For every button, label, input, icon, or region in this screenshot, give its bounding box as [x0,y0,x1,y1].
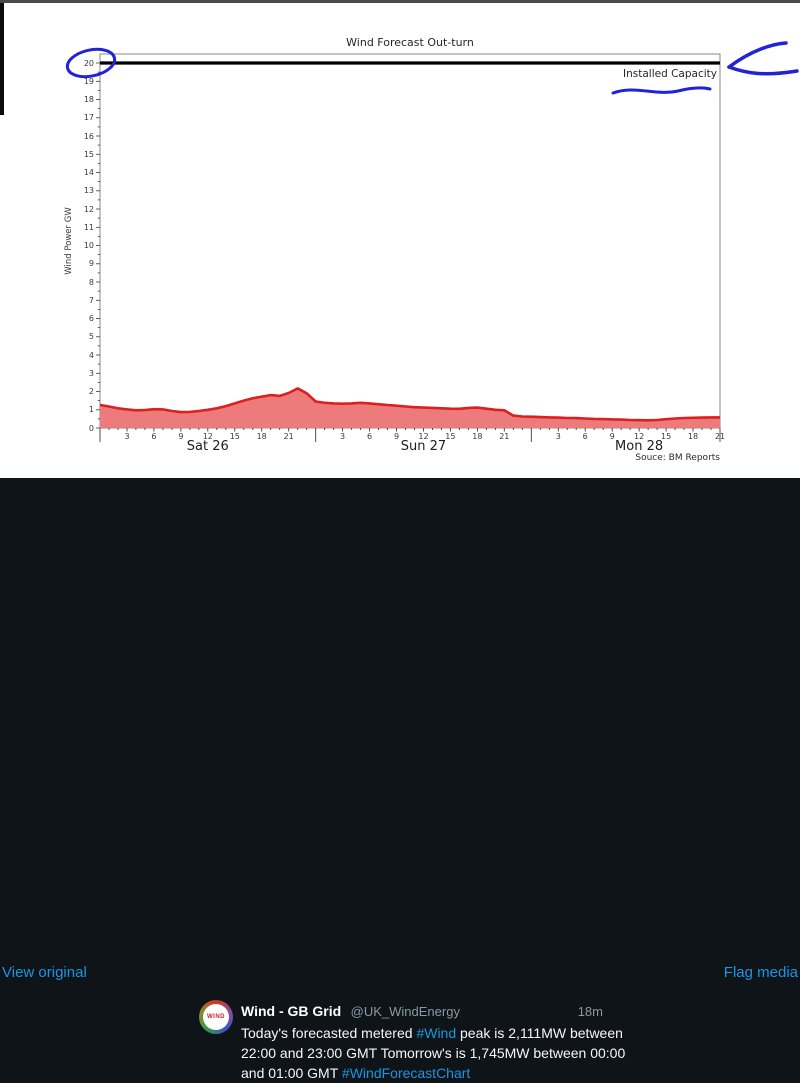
hashtag-link[interactable]: #Wind [416,1025,457,1041]
avatar-wind-logo: WIND [203,1004,229,1030]
y-axis-tick-label: 9 [88,259,94,269]
y-axis-tick-label: 20 [83,58,94,68]
x-axis-tick-label: 18 [687,432,699,441]
hashtag-link[interactable]: #WindForecastChart [341,1065,471,1081]
day-label: Mon 28 [615,439,664,454]
arrow-annotation-lower [727,65,799,76]
arrow-annotation-upper [727,41,788,69]
tweet-timestamp: 18m [577,1004,603,1019]
wind-area-fill [100,388,720,428]
underline-annotation [611,86,712,95]
tweet-text-segment: and 01:00 GMT [241,1065,342,1081]
tweet-text-line: Today's forecasted metered #Wind peak is… [241,1023,623,1043]
tweet-text-segment: Today's forecasted metered [241,1025,417,1041]
x-axis-tick-label: 3 [124,432,130,441]
x-axis-tick-label: 21 [283,432,294,441]
y-axis-tick-label: 16 [83,131,94,141]
x-axis-tick-label: 12 [634,432,645,441]
y-axis-tick-label: 18 [83,95,94,104]
x-axis-tick-label: 6 [582,432,588,441]
tweet-display-name[interactable]: Wind - GB Grid [241,1003,342,1019]
y-axis-tick-label: 10 [83,241,94,250]
x-axis-tick-label: 9 [178,432,184,441]
window-top-edge [0,0,800,3]
flag-media-link[interactable]: Flag media [723,964,798,981]
tweet[interactable]: Wind - GB Grid @UK_WindEnergy 18m Today'… [241,1002,625,1083]
y-axis-tick-label: 8 [88,277,94,287]
x-axis-tick-label: 21 [499,432,510,441]
wind-forecast-chart-image: Wind Forecast Out-turn Installed Capacit… [0,0,800,478]
y-axis-tick-label: 7 [88,295,94,305]
y-axis-tick-label: 3 [88,368,94,378]
view-original-link[interactable]: View original [2,964,87,981]
day-label: Sat 26 [186,439,229,454]
y-axis-tick-label: 13 [83,186,94,196]
y-axis-tick-label: 17 [83,113,94,123]
y-axis-tick-label: 0 [88,423,94,433]
circle-annotation-20 [65,47,117,79]
blue-annotations [65,41,799,95]
y-axis-tick-label: 14 [83,168,94,177]
media-overlay-footer: View original Flag media WIND Wind - GB … [0,478,800,1081]
x-axis-tick-label: 3 [340,432,346,441]
tweet-header: Wind - GB Grid @UK_WindEnergy 18m [241,1002,603,1021]
y-axis-tick-label: 5 [88,332,94,342]
tweet-text-line: 22:00 and 23:00 GMT Tomorrow's is 1,745M… [241,1043,625,1063]
tweet-text-segment: 22:00 and 23:00 GMT Tomorrow's is 1,745M… [241,1045,626,1061]
x-axis-tick-label: 9 [609,432,615,441]
chart-title: Wind Forecast Out-turn [346,36,474,49]
x-axis-tick-label: 18 [472,432,483,441]
x-axis-tick-label: 6 [367,432,373,441]
x-axis-tick-label: 18 [256,432,267,441]
y-axis-tick-label: 1 [88,405,94,415]
installed-capacity-label: Installed Capacity [623,68,717,80]
y-axis-tick-label: 15 [83,149,94,159]
y-axis-tick-label: 12 [83,204,94,214]
avatar[interactable]: WIND [199,1000,233,1034]
y-axis-tick-label: 6 [88,314,94,323]
y-axis-tick-label: 11 [83,222,94,232]
y-axis-tick-label: 2 [88,387,94,396]
tweet-text-segment: peak is 2,111MW between [456,1025,623,1041]
x-axis-tick-label: 6 [151,432,157,441]
tweet-text: Today's forecasted metered #Wind peak is… [241,1023,625,1083]
wind-area-line [99,387,720,422]
y-axis-tick-label: 4 [88,350,94,360]
x-axis-tick-label: 15 [661,432,672,441]
y-axis-tick-label: 19 [83,76,94,86]
x-axis-tick-label: 15 [445,432,456,441]
x-axis-tick-label: 3 [555,432,561,441]
x-axis-tick-label: 12 [202,432,213,441]
tweet-text-line: and 01:00 GMT #WindForecastChart [241,1063,603,1083]
x-axis-tick-label: 21 [714,432,726,441]
x-axis-tick-label: 12 [418,432,429,441]
x-axis-tick-label: 9 [393,432,400,441]
source-note: Souce: BM Reports [635,453,720,463]
day-label: Sun 27 [400,439,447,454]
x-axis-tick-label: 15 [229,432,240,441]
chart-canvas [65,41,799,442]
tweet-handle[interactable]: @UK_WindEnergy [350,1004,460,1019]
window-left-edge [0,3,4,115]
